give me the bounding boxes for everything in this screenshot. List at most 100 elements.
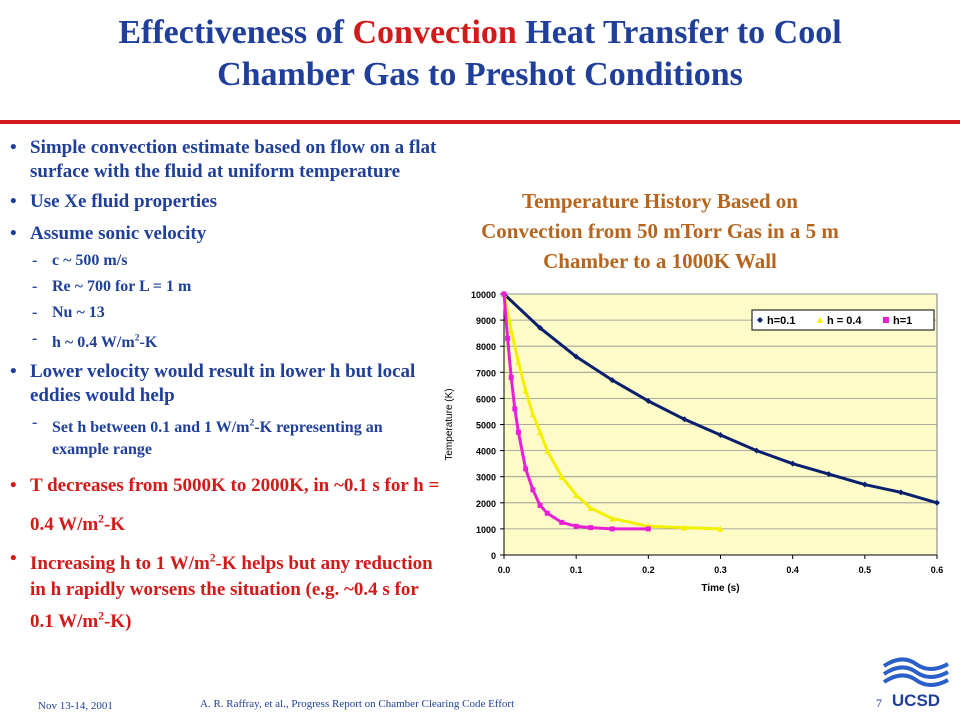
y-tick-label: 6000 xyxy=(476,394,496,404)
y-tick-label: 5000 xyxy=(476,421,496,431)
y-tick-label: 0 xyxy=(491,551,496,561)
data-point xyxy=(609,377,616,384)
chart-title: Temperature History Based on Convection … xyxy=(460,186,860,276)
bullet-item: • Simple convection estimate based on fl… xyxy=(10,136,440,184)
bullet-text: Assume sonic velocity xyxy=(30,223,207,244)
temperature-chart: 0 1000 2000 3000 4000 5000 6000 7000 8000 9000 100… xyxy=(444,290,944,594)
bullet-item: • Assume sonic velocity xyxy=(10,222,440,246)
title-line-1: Effectiveness of Convection Heat Transfe… xyxy=(0,12,960,54)
logo-text: UCSD xyxy=(892,691,940,710)
data-point xyxy=(609,515,616,522)
data-point xyxy=(512,406,518,412)
y-tick-label: 4000 xyxy=(476,447,496,457)
bullet-glyph: • xyxy=(10,191,17,212)
bullet-text: T decreases from 5000K to 2000K, in ~0.1… xyxy=(30,474,440,535)
bullet-text: Increasing h to 1 W/m2-K helps but any r… xyxy=(30,552,433,632)
y-tick-label: 2000 xyxy=(476,499,496,509)
data-point xyxy=(681,524,688,531)
x-tick-label: 0.5 xyxy=(859,565,872,575)
data-point xyxy=(609,526,615,532)
title-accent-word: Convection xyxy=(352,14,517,51)
data-point xyxy=(515,429,521,435)
y-tick-label: 8000 xyxy=(476,342,496,352)
data-point xyxy=(537,324,544,331)
data-point xyxy=(559,519,565,525)
y-tick-label: 7000 xyxy=(476,368,496,378)
data-point xyxy=(645,398,652,405)
bullet-glyph: • xyxy=(10,474,17,496)
legend-box xyxy=(751,309,935,331)
dash-glyph: - xyxy=(32,330,38,347)
data-point xyxy=(681,416,688,423)
data-point xyxy=(505,335,511,341)
data-point xyxy=(645,526,651,532)
legend-label: h=1 xyxy=(893,315,912,327)
data-point xyxy=(529,411,536,418)
data-point xyxy=(861,481,868,488)
ucsd-logo-icon: UCSD xyxy=(882,657,949,710)
sub-text: Re ~ 700 for L = 1 m xyxy=(52,278,192,295)
data-point xyxy=(573,491,580,498)
sub-item: - h ~ 0.4 W/m2-K xyxy=(10,328,440,354)
data-point xyxy=(537,429,544,436)
data-point xyxy=(508,327,515,334)
sub-item: - Re ~ 700 for L = 1 m xyxy=(10,276,440,298)
data-point xyxy=(530,487,536,493)
data-point xyxy=(573,353,580,360)
bullet-list: • Simple convection estimate based on fl… xyxy=(10,136,440,635)
title-divider xyxy=(0,120,960,124)
bullet-item: • Lower velocity would result in lower h… xyxy=(10,360,440,408)
x-tick-label: 0.3 xyxy=(714,565,727,575)
series-line xyxy=(502,293,721,531)
x-axis-label: Time (s) xyxy=(701,583,739,594)
footer-credit: A. R. Raffray, et al., Progress Report o… xyxy=(200,698,515,710)
slide-title: Effectiveness of Convection Heat Transfe… xyxy=(0,12,960,96)
bullet-glyph: • xyxy=(10,223,17,244)
data-point xyxy=(587,505,594,512)
data-point xyxy=(558,473,565,480)
bullet-glyph: • xyxy=(10,137,17,158)
data-point xyxy=(523,466,529,472)
sub-text: Set h between 0.1 and 1 W/m2-K represent… xyxy=(52,417,383,458)
chart-title-line: Temperature History Based on xyxy=(522,189,798,213)
y-tick-label: 3000 xyxy=(476,473,496,483)
x-tick-label: 0.6 xyxy=(931,565,944,575)
dash-glyph: - xyxy=(32,304,38,321)
dash-glyph: - xyxy=(32,414,38,432)
chart-title-line: Chamber to a 1000K Wall xyxy=(543,249,777,273)
sub-text: c ~ 500 m/s xyxy=(52,252,128,269)
legend-label: h=0.1 xyxy=(767,315,795,327)
bullet-item: • Use Xe fluid properties xyxy=(10,190,440,214)
legend-marker xyxy=(817,317,823,323)
title-part-b: Heat Transfer to Cool xyxy=(516,14,842,51)
title-line-2: Chamber Gas to Preshot Conditions xyxy=(217,56,743,93)
title-part-a: Effectiveness of xyxy=(118,14,353,51)
y-tick-label: 9000 xyxy=(476,316,496,326)
data-point xyxy=(934,499,940,506)
legend-label: h = 0.4 xyxy=(827,315,862,327)
data-point xyxy=(573,523,579,529)
data-point xyxy=(717,525,724,532)
data-point xyxy=(789,460,796,467)
bullet-text: Lower velocity would result in lower h b… xyxy=(30,361,416,407)
data-point xyxy=(717,431,724,438)
sub-item: - Set h between 0.1 and 1 W/m2-K represe… xyxy=(10,412,440,460)
data-point xyxy=(537,502,543,508)
legend-marker xyxy=(883,317,889,323)
sub-item: - Nu ~ 13 xyxy=(10,302,440,324)
bullet-text: Simple convection estimate based on flow… xyxy=(30,137,437,182)
data-point xyxy=(753,447,760,454)
x-tick-label: 0.4 xyxy=(786,565,799,575)
bullet-glyph: • xyxy=(10,361,17,383)
data-point xyxy=(588,525,594,531)
legend-marker xyxy=(757,317,763,323)
y-axis-label: Temperature (K) xyxy=(444,388,455,460)
y-tick-label: 10000 xyxy=(471,290,496,300)
footer-date: Nov 13-14, 2001 xyxy=(38,700,113,712)
bullet-item: • T decreases from 5000K to 2000K, in ~0… xyxy=(10,469,440,542)
x-tick-label: 0.2 xyxy=(642,565,655,575)
dash-glyph: - xyxy=(32,252,38,269)
data-point xyxy=(897,489,904,496)
y-tick-label: 1000 xyxy=(476,525,496,535)
sub-text: h ~ 0.4 W/m2-K xyxy=(52,333,158,352)
